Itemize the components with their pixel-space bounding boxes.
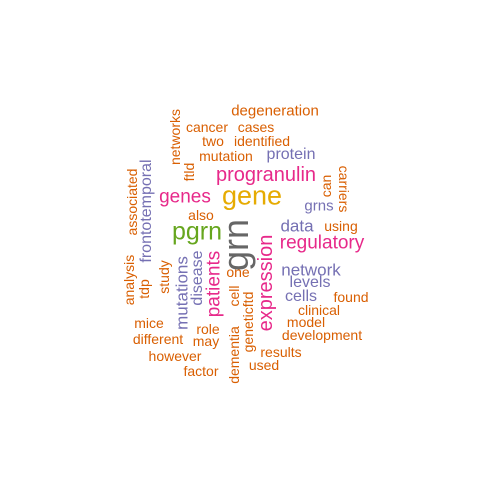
- word-networks: networks: [167, 108, 183, 166]
- word-identified: identified: [233, 133, 291, 149]
- word-patients: patients: [203, 250, 225, 318]
- word-expression: expression: [255, 234, 277, 332]
- word-two: two: [202, 133, 224, 149]
- word-also: also: [188, 207, 214, 223]
- word-ftld: ftld: [181, 162, 197, 182]
- word-one: one: [226, 264, 250, 280]
- word-mutations: mutations: [172, 256, 192, 330]
- word-development: development: [281, 327, 363, 343]
- word-analysis: analysis: [121, 254, 137, 306]
- word-gene: gene: [221, 180, 283, 211]
- word-network: network: [281, 260, 341, 280]
- word-results: results: [260, 344, 302, 360]
- word-associated: associated: [124, 168, 140, 236]
- word-cell: cell: [226, 285, 242, 307]
- word-mice: mice: [134, 315, 164, 331]
- word-levels: levels: [289, 274, 331, 291]
- word-may: may: [192, 333, 220, 349]
- word-mutation: mutation: [199, 148, 253, 164]
- word-frontotemporal: frontotemporal: [138, 159, 155, 263]
- word-using: using: [324, 218, 358, 234]
- word-dementia: dementia: [226, 326, 242, 384]
- word-factor: factor: [183, 363, 219, 379]
- word-clinical: clinical: [297, 302, 341, 318]
- word-geneticftd: geneticftd: [240, 291, 256, 353]
- word-progranulin: progranulin: [215, 164, 317, 186]
- word-grns: grns: [304, 197, 334, 215]
- word-study: study: [156, 260, 172, 294]
- word-pgrn: pgrn: [171, 217, 223, 246]
- word-cancer: cancer: [185, 119, 229, 135]
- word-genes: genes: [159, 186, 211, 208]
- word-carriers: carriers: [336, 165, 352, 213]
- word-used: used: [248, 357, 280, 373]
- word-different: different: [132, 331, 184, 347]
- word-cases: cases: [237, 119, 275, 135]
- word-found: found: [333, 289, 369, 305]
- word-role: role: [196, 321, 220, 337]
- word-regulatory: regulatory: [279, 232, 365, 254]
- word-data: data: [280, 216, 314, 236]
- word-can: can: [318, 174, 334, 198]
- word-cells: cells: [284, 288, 318, 305]
- word-model: model: [286, 314, 326, 330]
- word-however: however: [148, 348, 202, 364]
- word-protein: protein: [266, 146, 316, 163]
- word-tdp: tdp: [136, 279, 152, 299]
- word-degeneration: degeneration: [231, 102, 319, 120]
